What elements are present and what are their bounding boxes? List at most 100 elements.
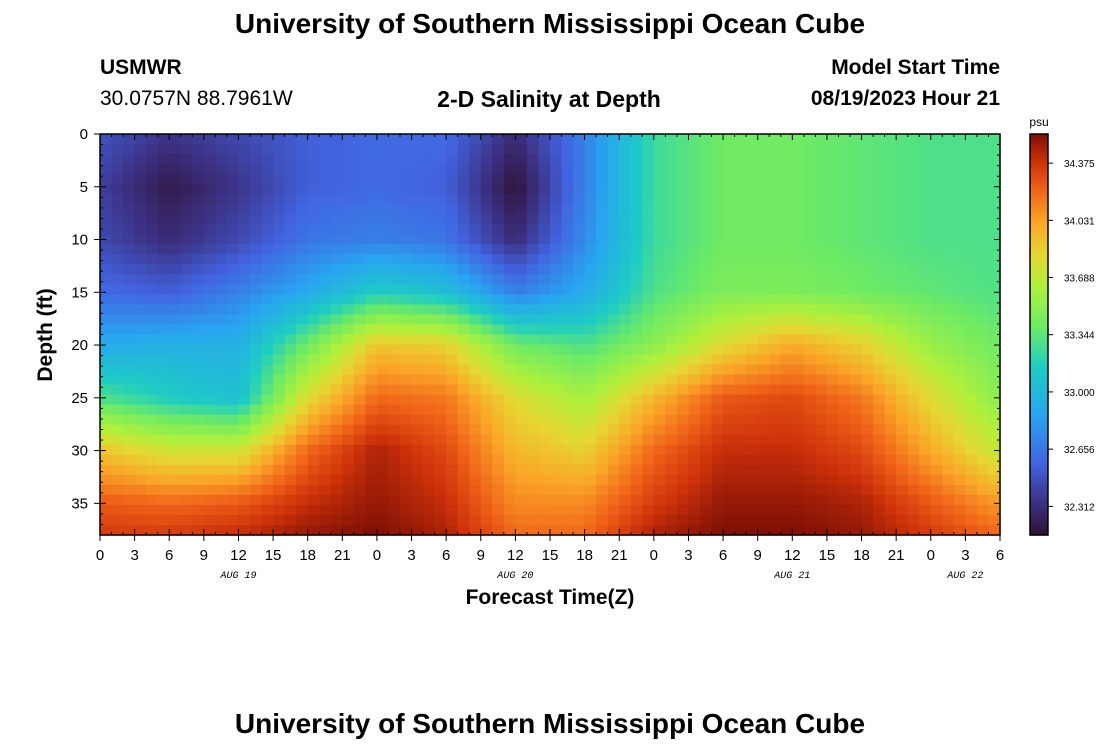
heatmap-cell xyxy=(100,474,113,486)
heatmap-cell xyxy=(803,444,816,456)
heatmap-cell xyxy=(965,474,978,486)
colorbar-segment xyxy=(1030,424,1048,429)
heatmap-cell xyxy=(400,374,413,386)
heatmap-cell xyxy=(503,144,516,155)
heatmap-cell xyxy=(169,294,182,306)
heatmap-cell xyxy=(596,524,609,536)
heatmap-cell xyxy=(746,364,759,376)
heatmap-cell xyxy=(284,134,297,145)
heatmap-cell xyxy=(169,444,182,456)
heatmap-cell xyxy=(896,214,909,225)
heatmap-cell xyxy=(619,284,632,296)
heatmap-cell xyxy=(838,224,851,235)
heatmap-cell xyxy=(307,364,320,376)
heatmap-cell xyxy=(746,394,759,406)
heatmap-cell xyxy=(561,444,574,456)
heatmap-cell xyxy=(376,484,390,496)
heatmap-cell xyxy=(353,344,366,356)
heatmap-cell xyxy=(526,344,540,356)
heatmap-cell xyxy=(838,444,851,456)
heatmap-cell xyxy=(388,194,401,205)
heatmap-cell xyxy=(411,444,424,456)
heatmap-cell xyxy=(723,264,736,275)
heatmap-cell xyxy=(723,174,736,185)
heatmap-cell xyxy=(284,224,297,235)
heatmap-cell xyxy=(826,444,840,456)
heatmap-cell xyxy=(815,354,828,366)
heatmap-cell xyxy=(353,324,366,336)
heatmap-cell xyxy=(700,264,713,275)
heatmap-cell xyxy=(561,304,574,316)
heatmap-cell xyxy=(111,334,124,346)
heatmap-cell xyxy=(850,494,863,506)
heatmap-cell xyxy=(492,154,505,165)
heatmap-cell xyxy=(388,424,401,436)
heatmap-cell xyxy=(192,494,205,506)
heatmap-cell xyxy=(284,354,297,366)
heatmap-cell xyxy=(930,454,943,466)
heatmap-cell xyxy=(619,334,632,346)
heatmap-cell xyxy=(561,474,574,486)
heatmap-cell xyxy=(584,254,597,265)
heatmap-cell xyxy=(688,214,701,225)
heatmap-cell xyxy=(134,474,147,486)
heatmap-cell xyxy=(607,394,620,406)
heatmap-cell xyxy=(319,414,332,426)
heatmap-cell xyxy=(319,234,332,245)
heatmap-cell xyxy=(319,504,332,516)
heatmap-cell xyxy=(873,194,886,205)
heatmap-cell xyxy=(884,284,897,296)
colorbar-segment xyxy=(1030,481,1048,486)
heatmap-cell xyxy=(942,414,955,426)
heatmap-cell xyxy=(307,304,320,316)
heatmap-cell xyxy=(365,384,378,396)
heatmap-cell xyxy=(238,194,251,205)
heatmap-cell xyxy=(826,284,840,296)
heatmap-cell xyxy=(700,174,713,185)
heatmap-cell xyxy=(803,354,816,366)
heatmap-cell xyxy=(353,524,366,536)
heatmap-cell xyxy=(215,504,228,516)
heatmap-cell xyxy=(561,384,574,396)
heatmap-cell xyxy=(538,244,551,255)
heatmap-cell xyxy=(100,194,113,205)
heatmap-cell xyxy=(434,494,447,506)
heatmap-cell xyxy=(180,354,193,366)
heatmap-cell xyxy=(826,494,840,506)
heatmap-cell xyxy=(907,454,920,466)
heatmap-cell xyxy=(988,204,1001,215)
heatmap-cell xyxy=(884,384,897,396)
heatmap-cell xyxy=(284,424,297,436)
heatmap-cell xyxy=(757,284,770,296)
heatmap-cell xyxy=(803,314,816,326)
heatmap-cell xyxy=(653,194,666,205)
heatmap-cell xyxy=(930,524,943,536)
heatmap-cell xyxy=(642,304,655,316)
heatmap-cell xyxy=(723,384,736,396)
heatmap-cell xyxy=(492,504,505,516)
heatmap-cell xyxy=(169,164,182,175)
heatmap-cell xyxy=(861,424,874,436)
heatmap-cell xyxy=(423,454,436,466)
heatmap-cell xyxy=(538,184,551,195)
heatmap-cell xyxy=(100,504,113,516)
heatmap-cell xyxy=(653,314,666,326)
heatmap-cell xyxy=(376,344,390,356)
heatmap-cell xyxy=(538,524,551,536)
heatmap-cell xyxy=(792,354,805,366)
heatmap-cell xyxy=(238,174,251,185)
heatmap-cell xyxy=(123,324,136,336)
heatmap-cell xyxy=(676,424,690,436)
heatmap-cell xyxy=(550,134,563,145)
heatmap-cell xyxy=(469,384,482,396)
heatmap-cell xyxy=(250,214,263,225)
heatmap-cell xyxy=(411,324,424,336)
heatmap-cell xyxy=(284,524,297,536)
heatmap-cell xyxy=(746,134,759,145)
colorbar-segment xyxy=(1030,180,1048,185)
heatmap-cell xyxy=(134,344,147,356)
heatmap-cell xyxy=(261,214,274,225)
heatmap-cell xyxy=(688,354,701,366)
heatmap-cell xyxy=(561,524,574,536)
heatmap-cell xyxy=(723,364,736,376)
